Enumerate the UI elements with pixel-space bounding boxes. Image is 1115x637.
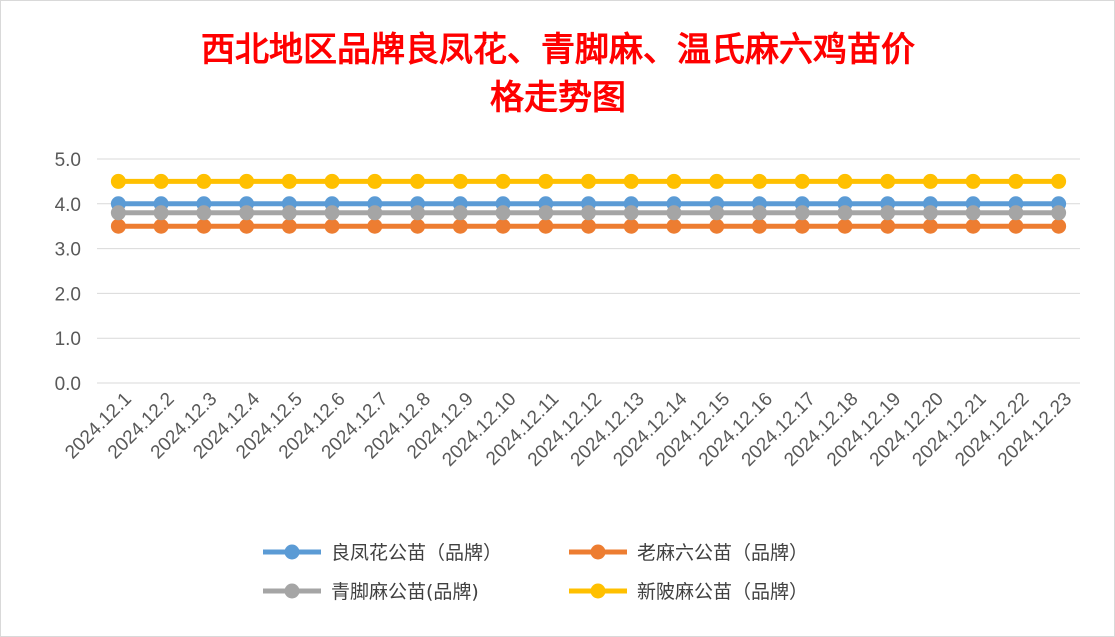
data-point bbox=[110, 218, 126, 234]
data-point bbox=[965, 205, 981, 221]
data-point bbox=[538, 218, 554, 234]
data-point bbox=[153, 205, 169, 221]
data-point bbox=[666, 218, 682, 234]
series-2 bbox=[110, 218, 1067, 234]
data-point bbox=[794, 218, 810, 234]
data-point bbox=[538, 205, 554, 221]
data-point bbox=[1051, 173, 1067, 189]
grid-lines bbox=[97, 158, 1080, 384]
x-axis-ticks: 2024.12.12024.12.22024.12.32024.12.42024… bbox=[61, 388, 1076, 470]
data-point bbox=[452, 205, 468, 221]
data-point bbox=[495, 205, 511, 221]
legend: 良凤花公苗（品牌） 老麻六公苗（品牌） 青脚麻公苗(品牌) 新陂麻公苗（品牌） bbox=[263, 542, 808, 603]
legend-swatch-marker bbox=[590, 583, 606, 599]
data-point bbox=[495, 218, 511, 234]
y-tick-label: 3.0 bbox=[55, 240, 81, 261]
legend-swatch-marker bbox=[284, 583, 300, 599]
legend-label: 老麻六公苗（品牌） bbox=[637, 542, 808, 564]
legend-label: 良凤花公苗（品牌） bbox=[331, 542, 502, 564]
data-point bbox=[239, 173, 255, 189]
data-point bbox=[965, 173, 981, 189]
data-point bbox=[837, 218, 853, 234]
data-point bbox=[324, 218, 340, 234]
data-point bbox=[538, 173, 554, 189]
data-point bbox=[281, 205, 297, 221]
data-point bbox=[581, 173, 596, 189]
data-point bbox=[922, 205, 938, 221]
data-point bbox=[1051, 218, 1067, 234]
data-point bbox=[794, 205, 810, 221]
legend-item: 青脚麻公苗(品牌) bbox=[263, 581, 479, 603]
data-point bbox=[495, 173, 511, 189]
data-point bbox=[324, 173, 340, 189]
data-point bbox=[239, 205, 255, 221]
legend-item: 新陂麻公苗（品牌） bbox=[569, 581, 808, 603]
data-point bbox=[581, 218, 596, 234]
data-point bbox=[751, 205, 767, 221]
data-point bbox=[837, 173, 853, 189]
data-point bbox=[452, 173, 468, 189]
data-point bbox=[196, 205, 212, 221]
data-point bbox=[153, 218, 169, 234]
data-point bbox=[410, 173, 426, 189]
data-point bbox=[239, 218, 255, 234]
y-tick-label: 2.0 bbox=[55, 284, 81, 305]
data-point bbox=[837, 205, 853, 221]
data-point bbox=[709, 205, 725, 221]
data-point bbox=[922, 173, 938, 189]
data-point bbox=[196, 173, 212, 189]
data-point bbox=[281, 218, 297, 234]
y-tick-label: 5.0 bbox=[55, 150, 81, 171]
data-point bbox=[153, 173, 169, 189]
data-point bbox=[623, 205, 639, 221]
data-point bbox=[880, 205, 896, 221]
y-tick-label: 1.0 bbox=[55, 329, 81, 350]
chart-title-line-2: 格走势图 bbox=[490, 78, 626, 118]
data-point bbox=[367, 205, 383, 221]
y-tick-label: 4.0 bbox=[55, 195, 81, 216]
data-point bbox=[452, 218, 468, 234]
legend-swatch-marker bbox=[590, 544, 606, 560]
data-point bbox=[709, 218, 725, 234]
chart-title-line-1: 西北地区品牌良凤花、青脚麻、温氏麻六鸡苗价 bbox=[201, 30, 915, 70]
legend-item: 良凤花公苗（品牌） bbox=[263, 542, 502, 564]
data-point bbox=[880, 218, 896, 234]
data-point bbox=[281, 173, 297, 189]
data-point bbox=[196, 218, 212, 234]
data-point bbox=[110, 173, 126, 189]
series-4 bbox=[110, 173, 1067, 189]
data-point bbox=[581, 205, 596, 221]
data-point bbox=[666, 173, 682, 189]
data-point bbox=[1051, 205, 1067, 221]
data-point bbox=[751, 173, 767, 189]
data-point bbox=[794, 173, 810, 189]
data-point bbox=[324, 205, 340, 221]
data-point bbox=[1008, 173, 1024, 189]
series-3 bbox=[110, 205, 1067, 221]
legend-label: 青脚麻公苗(品牌) bbox=[331, 581, 479, 603]
y-axis-ticks: 0.0 1.0 2.0 3.0 4.0 5.0 bbox=[55, 150, 81, 395]
data-point bbox=[623, 173, 639, 189]
data-point bbox=[1008, 218, 1024, 234]
data-point bbox=[880, 173, 896, 189]
data-point bbox=[367, 173, 383, 189]
y-tick-label: 0.0 bbox=[55, 374, 81, 395]
series-lines bbox=[110, 173, 1067, 234]
data-point bbox=[922, 218, 938, 234]
data-point bbox=[709, 173, 725, 189]
data-point bbox=[110, 205, 126, 221]
legend-label: 新陂麻公苗（品牌） bbox=[637, 581, 808, 603]
data-point bbox=[751, 218, 767, 234]
data-point bbox=[410, 218, 426, 234]
data-point bbox=[623, 218, 639, 234]
data-point bbox=[367, 218, 383, 234]
data-point bbox=[666, 205, 682, 221]
legend-item: 老麻六公苗（品牌） bbox=[569, 542, 808, 564]
legend-swatch-marker bbox=[284, 544, 300, 560]
data-point bbox=[410, 205, 426, 221]
data-point bbox=[965, 218, 981, 234]
data-point bbox=[1008, 205, 1024, 221]
